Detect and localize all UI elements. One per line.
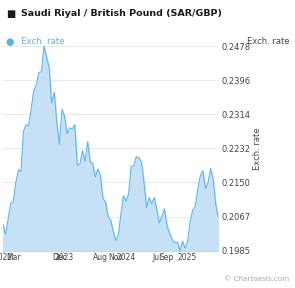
Text: ●: ●	[6, 37, 14, 48]
Text: Exch. rate: Exch. rate	[247, 37, 289, 46]
Text: Saudi Riyal / British Pound (SAR/GBP): Saudi Riyal / British Pound (SAR/GBP)	[21, 9, 222, 18]
Text: © Chartoasis.com: © Chartoasis.com	[224, 276, 289, 282]
Text: ■: ■	[6, 9, 15, 19]
Text: Exch. rate: Exch. rate	[21, 37, 64, 46]
Y-axis label: Exch. rate: Exch. rate	[253, 127, 262, 170]
